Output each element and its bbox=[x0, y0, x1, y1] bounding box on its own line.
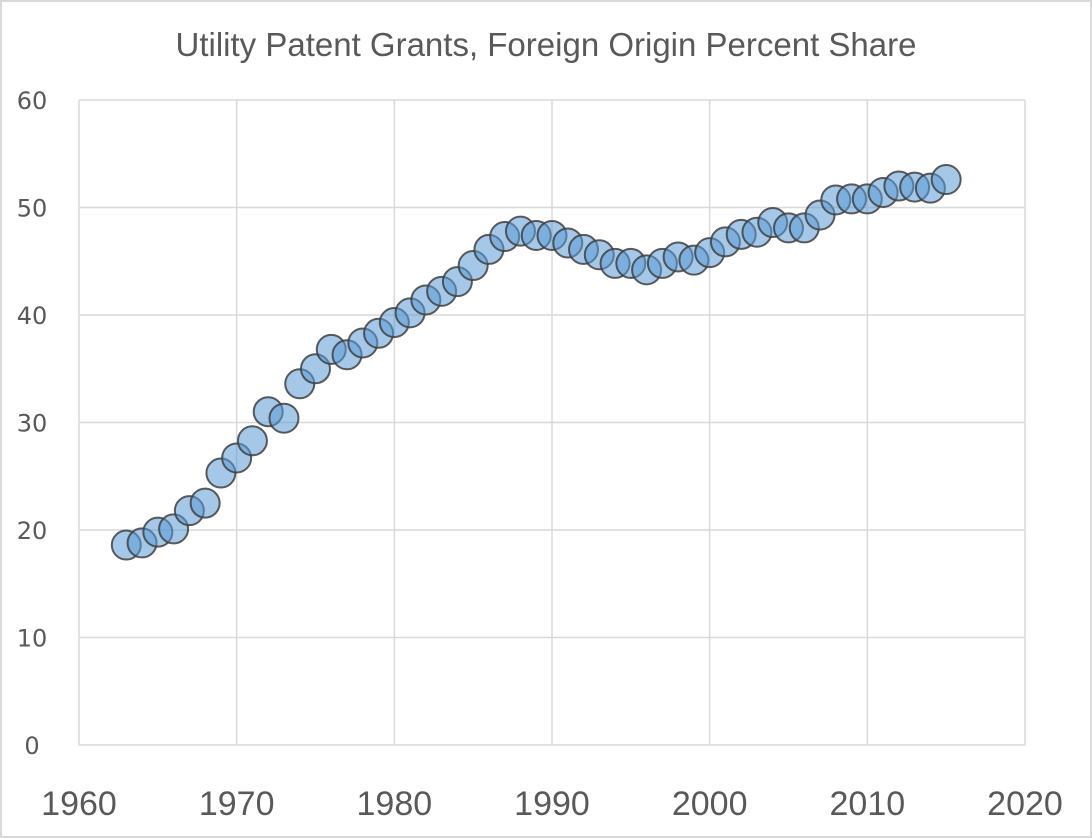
y-tick-label: 30 bbox=[17, 410, 48, 438]
x-tick-label: 1980 bbox=[357, 785, 433, 823]
y-tick-label: 10 bbox=[17, 625, 48, 653]
x-axis-ticks: 1960 1970 1980 1990 2000 2010 2020 bbox=[41, 785, 1063, 823]
data-point bbox=[236, 425, 268, 457]
chart-title: Utility Patent Grants, Foreign Origin Pe… bbox=[176, 26, 917, 63]
data-point bbox=[930, 164, 962, 196]
y-tick-label: 0 bbox=[24, 732, 39, 760]
data-point bbox=[189, 487, 221, 519]
y-tick-label: 20 bbox=[17, 517, 48, 545]
y-tick-label: 50 bbox=[17, 195, 48, 223]
y-tick-label: 40 bbox=[17, 302, 48, 330]
x-tick-label: 1990 bbox=[514, 785, 590, 823]
y-axis-ticks: 0 10 20 30 40 50 60 bbox=[17, 87, 48, 760]
data-points bbox=[110, 164, 962, 561]
x-tick-label: 2000 bbox=[672, 785, 748, 823]
x-tick-label: 1960 bbox=[41, 785, 117, 823]
x-tick-label: 1970 bbox=[199, 785, 275, 823]
x-tick-label: 2010 bbox=[830, 785, 906, 823]
x-tick-label: 2020 bbox=[987, 785, 1063, 823]
y-tick-label: 60 bbox=[17, 87, 48, 115]
data-point bbox=[268, 402, 300, 434]
